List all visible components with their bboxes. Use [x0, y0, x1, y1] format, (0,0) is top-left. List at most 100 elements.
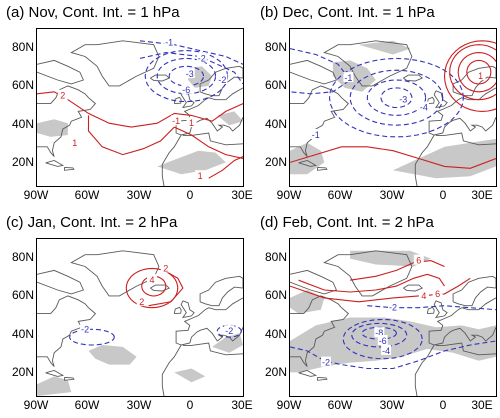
significance-shading: [332, 60, 376, 92]
significance-shading: [290, 317, 496, 373]
contour-label-bg: [147, 274, 157, 285]
contour-label: 1: [72, 138, 77, 148]
lon-tick-90w: 90W: [276, 398, 302, 412]
contour-label-bg: [388, 301, 398, 312]
scandinavia-coast: [452, 65, 496, 97]
lon-tick-60w: 60W: [74, 398, 100, 412]
contour-label: -4: [382, 346, 390, 356]
north-africa-coast: [182, 132, 243, 146]
north-america-coast: [37, 295, 97, 367]
negative-contour: [290, 340, 496, 370]
contour-label-bg: [310, 129, 321, 139]
contour-label-bg: [377, 335, 388, 345]
negative-contour: [216, 324, 242, 338]
africa-coast: [161, 344, 182, 396]
europe-coast: [428, 87, 496, 136]
contour-label-bg: [186, 117, 197, 128]
ireland-coast: [426, 306, 435, 315]
contour-label: -6: [182, 85, 190, 95]
lat-tick-20n: 20N: [11, 155, 34, 169]
contour-label-bg: [184, 68, 195, 79]
contour-label: -2: [322, 358, 330, 368]
contour-label: 6: [435, 289, 440, 299]
lon-tick-90w: 90W: [23, 188, 49, 202]
greenland-coast: [70, 40, 160, 87]
lat-tick-80n: 80N: [264, 250, 287, 264]
positive-contour: [466, 59, 492, 85]
lon-tick-30e: 30E: [471, 188, 493, 202]
lat-tick-20n: 20N: [11, 365, 34, 379]
contour-label: -1: [344, 73, 352, 83]
lon-tick-30e: 30E: [231, 188, 253, 202]
contour-label-bg: [217, 74, 228, 84]
positive-contour: [87, 115, 175, 156]
map-svg: -1 -3 -4 -1 1: [290, 40, 496, 186]
ireland-coast: [426, 96, 435, 105]
significance-shading: [174, 368, 206, 383]
negative-contour: [156, 57, 217, 95]
contour-label: -1: [312, 130, 320, 140]
contour-label-bg: [413, 254, 424, 265]
significance-shading: [217, 111, 243, 126]
positive-contour: [449, 44, 496, 101]
contour-label-bg: [432, 287, 443, 298]
hispaniola-coast: [64, 376, 75, 381]
greenland-coast: [323, 250, 413, 297]
contour-label-bg: [321, 356, 331, 367]
africa-coast: [161, 134, 182, 186]
significance-shading: [157, 150, 226, 175]
north-america-coast: [37, 85, 97, 157]
contour-label-bg: [343, 72, 354, 83]
lon-tick-30e: 30E: [231, 398, 253, 412]
europe-coast: [428, 297, 496, 346]
map-svg: 64-26-8-6-4-2: [290, 250, 496, 396]
map-frame: 2 4 2 -2 -2: [36, 238, 244, 397]
africa-coast: [414, 134, 435, 186]
british-isles-coast: [433, 300, 448, 319]
contour-label-bg: [381, 344, 392, 355]
contour-label-bg: [224, 325, 235, 336]
north-africa-coast: [435, 132, 496, 146]
significance-shading: [290, 142, 325, 175]
significance-shading: [88, 345, 137, 365]
hispaniola-coast: [64, 166, 75, 171]
contour-label: -2: [389, 303, 397, 313]
negative-contour: [290, 48, 351, 95]
contour-label-bg: [160, 262, 171, 273]
negative-contour: [342, 318, 423, 360]
africa-coast: [414, 344, 435, 396]
lon-tick-30w: 30W: [379, 398, 405, 412]
iceland-coast: [403, 74, 424, 82]
ireland-coast: [173, 96, 182, 105]
positive-contour: [148, 271, 184, 307]
map-frame: -1 -2 -3 -6 -2 2 -1 1 1 1: [36, 28, 244, 187]
contour-label: 4: [149, 275, 154, 285]
contour-label-bg: [196, 52, 207, 63]
lon-tick-30w: 30W: [126, 188, 152, 202]
europe-coast: [175, 87, 243, 136]
map-frame: -1 -3 -4 -1 1: [289, 28, 497, 187]
negative-contour: [349, 69, 444, 126]
lat-tick-60n: 60N: [264, 78, 287, 92]
lat-tick-40n: 40N: [11, 117, 34, 131]
significance-shading: [212, 333, 243, 353]
negative-contour: [380, 87, 413, 109]
panel-title: (a) Nov, Cont. Int. = 1 hPa: [6, 4, 180, 21]
contour-label-bg: [195, 170, 206, 181]
significance-shading: [37, 119, 68, 137]
contour-label: -2: [81, 324, 89, 334]
contour-label-bg: [171, 115, 182, 126]
contour-label-bg: [164, 36, 175, 47]
british-isles-coast: [180, 90, 195, 109]
lon-tick-0: 0: [439, 188, 447, 202]
contour-label-bg: [80, 323, 91, 334]
baffin-coast: [290, 269, 338, 295]
contour-label-bg: [418, 101, 429, 112]
contour-label: 2: [139, 297, 144, 307]
panel-title: (b) Dec, Cont. Int. = 1 hPa: [260, 4, 435, 21]
contour-label-bg: [418, 289, 429, 300]
negative-contour: [328, 57, 464, 138]
hispaniola-coast: [317, 166, 328, 171]
contour-label: -3: [399, 95, 407, 105]
positive-contour: [298, 273, 445, 293]
